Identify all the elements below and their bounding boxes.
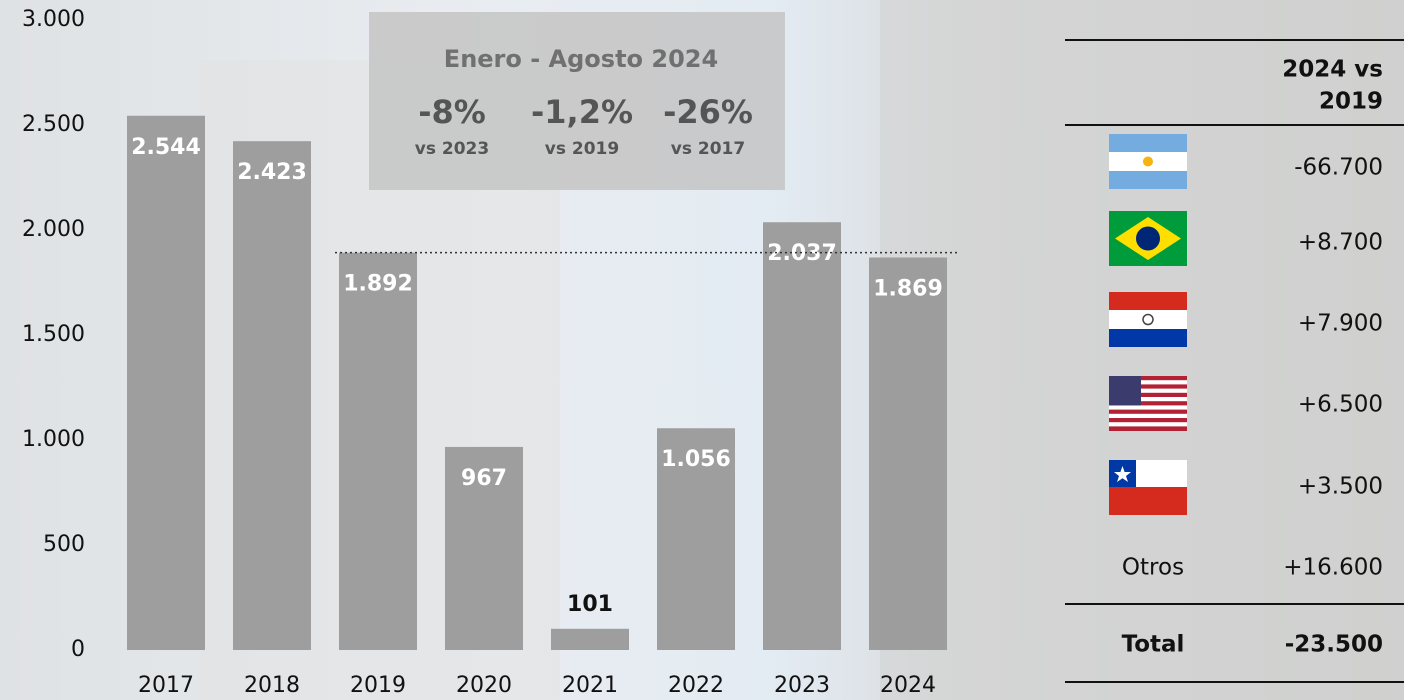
row-value: +7.900	[1298, 311, 1383, 337]
row-value: +6.500	[1298, 392, 1383, 418]
table-header: 2019	[1319, 89, 1383, 115]
background-building	[880, 0, 1404, 700]
annotation-title: Enero - Agosto 2024	[444, 45, 718, 73]
value-label: 1.056	[661, 447, 731, 472]
bar	[339, 252, 417, 650]
annotation-value: -1,2%	[531, 93, 633, 131]
y-tick-label: 500	[43, 532, 85, 557]
flag-brazil	[1109, 211, 1187, 266]
flag-argentina	[1109, 134, 1187, 189]
bar	[551, 628, 629, 650]
y-tick-label: 2.000	[22, 217, 85, 242]
value-label: 101	[567, 592, 613, 617]
bar	[763, 222, 841, 651]
x-tick-label: 2021	[562, 673, 618, 698]
x-tick-label: 2017	[138, 673, 194, 698]
annotation-value: -8%	[418, 93, 486, 131]
bar	[657, 428, 735, 650]
x-tick-label: 2020	[456, 673, 512, 698]
x-tick-label: 2023	[774, 673, 830, 698]
value-label: 967	[461, 466, 507, 491]
y-tick-label: 1.500	[22, 322, 85, 347]
flag-usa	[1109, 376, 1187, 431]
y-tick-label: 2.500	[22, 112, 85, 137]
row-value: -66.700	[1294, 155, 1383, 181]
value-label: 2.037	[767, 241, 837, 266]
annotation-background	[369, 12, 785, 190]
total-label: Total	[1122, 632, 1185, 658]
value-label: 1.892	[343, 272, 413, 297]
x-tick-label: 2019	[350, 673, 406, 698]
value-label: 2.423	[237, 160, 307, 185]
annotation-value: -26%	[663, 93, 753, 131]
flag-chile	[1109, 460, 1187, 515]
bar	[869, 257, 947, 650]
row-value: +8.700	[1298, 230, 1383, 256]
annotation-box: Enero - Agosto 2024 -8% vs 2023 -1,2% vs 20…	[369, 12, 785, 190]
x-tick-label: 2018	[244, 673, 300, 698]
value-label: 1.869	[873, 277, 943, 302]
flag-paraguay	[1109, 292, 1187, 347]
bar	[127, 115, 205, 650]
y-tick-label: 1.000	[22, 427, 85, 452]
bar	[445, 446, 523, 650]
annotation-label: vs 2023	[415, 139, 489, 159]
annotation-label: vs 2017	[671, 139, 745, 159]
total-value: -23.500	[1285, 632, 1383, 658]
row-value: +16.600	[1283, 555, 1383, 581]
row-label: Otros	[1122, 555, 1184, 581]
x-tick-label: 2024	[880, 673, 936, 698]
table-header: 2024 vs	[1282, 57, 1383, 83]
y-tick-label: 3.000	[22, 7, 85, 32]
table: 2024 vs 2019	[1065, 39, 1404, 683]
annotation-label: vs 2019	[545, 139, 619, 159]
bar	[233, 141, 311, 651]
row-value: +3.500	[1298, 474, 1383, 500]
x-tick-label: 2022	[668, 673, 724, 698]
y-tick-label: 0	[71, 637, 85, 662]
value-label: 2.544	[131, 135, 201, 160]
